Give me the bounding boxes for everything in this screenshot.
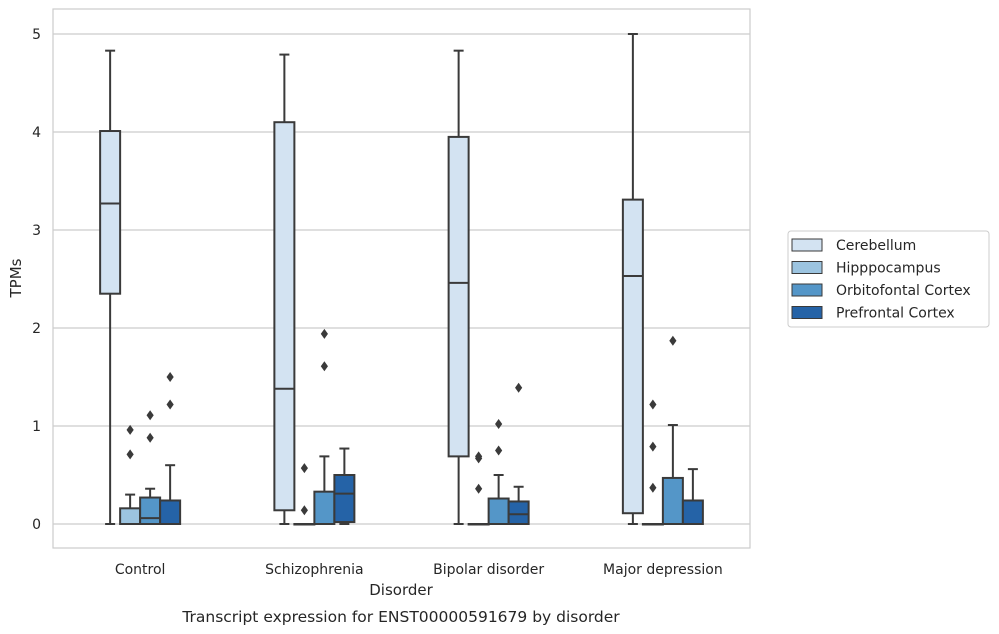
outlier-point (320, 328, 328, 339)
box-hipppocampus (293, 463, 316, 526)
box-body (661, 476, 684, 526)
outlier-point (475, 483, 483, 494)
box-body (447, 135, 470, 458)
outlier-point (126, 424, 134, 435)
y-tick-label: 2 (32, 321, 41, 337)
legend-swatch (791, 306, 823, 319)
x-axis-title: Disorder (369, 581, 433, 599)
y-tick-label: 4 (32, 125, 41, 141)
box-cerebellum (621, 33, 644, 525)
box-orbitofontal-cortex (487, 419, 510, 525)
box-hipppocampus (119, 424, 142, 526)
box-body (487, 497, 510, 525)
box-body (99, 130, 122, 295)
y-tick-label: 0 (32, 517, 41, 533)
legend-box (787, 230, 990, 328)
box-body (621, 198, 644, 515)
box-cerebellum (447, 49, 470, 525)
outlier-point (146, 432, 154, 443)
box-body (159, 499, 182, 526)
outlier-point (495, 445, 503, 456)
chart-caption: Transcript expression for ENST0000059167… (181, 608, 620, 626)
outlier-point (649, 482, 657, 493)
legend-label: Orbitofontal Cortex (836, 283, 971, 299)
y-tick-labels: 0 1 2 3 4 5 (32, 27, 41, 533)
box-hipppocampus (467, 451, 490, 526)
outlier-point (300, 463, 308, 474)
outlier-point (300, 505, 308, 516)
outlier-point (515, 382, 523, 393)
legend-label: Hipppocampus (836, 261, 941, 277)
box-cerebellum (273, 53, 296, 525)
x-tick-label: Schizophrenia (265, 562, 363, 578)
box-orbitofontal-cortex (661, 335, 684, 526)
grid (53, 33, 750, 525)
box-body (273, 121, 296, 512)
legend-swatch (791, 283, 823, 297)
legend: Cerebellum Hipppocampus Orbitofontal Corte… (787, 230, 990, 328)
x-tick-label: Bipolar disorder (433, 562, 544, 578)
legend-label: Prefrontal Cortex (836, 306, 955, 322)
box-body (119, 507, 142, 526)
box-body (139, 496, 162, 526)
box-prefrontal-cortex (159, 372, 182, 526)
outlier-point (146, 410, 154, 421)
box-prefrontal-cortex (507, 382, 530, 525)
outlier-point (649, 441, 657, 452)
box-hipppocampus (641, 399, 664, 526)
y-axis-title: TPMs (7, 258, 25, 298)
boxes (99, 33, 704, 526)
outlier-point (126, 449, 134, 460)
box-body (313, 490, 336, 526)
y-tick-label: 3 (32, 223, 41, 239)
outlier-point (495, 419, 503, 430)
box-body (681, 499, 704, 526)
box-prefrontal-cortex (333, 447, 356, 525)
box-orbitofontal-cortex (313, 328, 336, 526)
box-body (507, 500, 530, 525)
y-tick-label: 5 (32, 27, 41, 43)
box-cerebellum (99, 49, 122, 525)
x-tick-labels: Control Schizophrenia Bipolar disorder Majo… (115, 562, 723, 578)
outlier-point (649, 399, 657, 410)
outlier-point (166, 372, 174, 382)
legend-swatch (791, 261, 823, 274)
y-tick-label: 1 (32, 419, 41, 435)
outlier-point (320, 361, 328, 372)
x-tick-label: Control (115, 562, 166, 578)
box-body (333, 474, 356, 524)
legend-label: Cerebellum (836, 238, 916, 254)
legend-swatch (791, 238, 823, 252)
box-prefrontal-cortex (681, 468, 704, 526)
outlier-point (166, 399, 174, 410)
box-orbitofontal-cortex (139, 410, 162, 526)
outlier-point (475, 451, 483, 462)
outlier-point (669, 335, 677, 346)
plot-frame (52, 8, 751, 549)
x-tick-label: Major depression (603, 562, 723, 578)
